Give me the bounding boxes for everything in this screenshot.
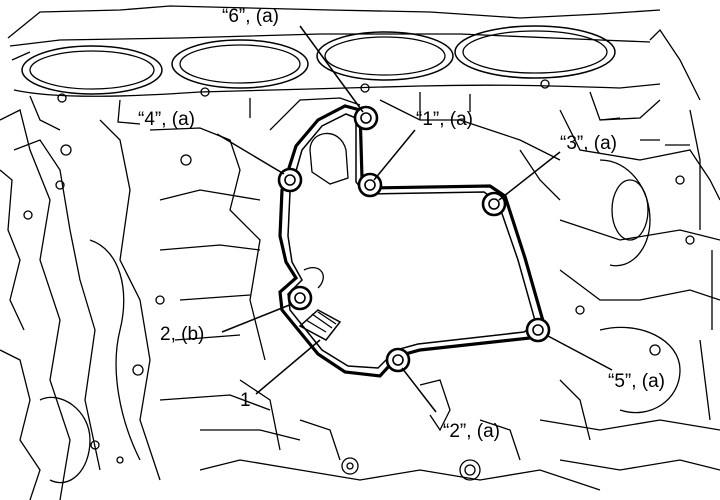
- bolt-2: [385, 347, 411, 373]
- engine-block-outline: [0, 5, 720, 500]
- bolt-5: [525, 317, 551, 343]
- leader-lines: [216, 25, 613, 413]
- bolt-6: [353, 105, 379, 131]
- label-bolt3: “3”, (a): [560, 133, 617, 154]
- leader-bolt4: [216, 133, 285, 175]
- label-bolt-b: 2, (b): [160, 324, 204, 345]
- label-bolt1: “1”, (a): [416, 109, 473, 130]
- bolt-1: [357, 172, 383, 198]
- leader-bolt1: [373, 129, 416, 181]
- callout-labels: “6”, (a) “4”, (a) “1”, (a) “3”, (a) “5”,…: [138, 6, 665, 442]
- label-bolt2: “2”, (a): [443, 421, 500, 442]
- label-bolt4: “4”, (a): [138, 109, 195, 130]
- label-bolt6: “6”, (a): [222, 6, 279, 27]
- cover-gasket: [278, 104, 547, 378]
- leader-bolt6: [299, 25, 364, 113]
- leader-bolt5: [547, 335, 613, 371]
- label-part1: 1: [240, 390, 251, 411]
- label-bolt5: “5”, (a): [608, 371, 665, 392]
- bolt-b: [287, 285, 313, 311]
- bolt-3: [481, 191, 507, 217]
- leader-part1: [255, 339, 321, 395]
- leader-bolt2: [401, 367, 437, 413]
- bolt-4: [277, 167, 303, 193]
- leader-bolt3: [498, 151, 561, 201]
- leader-bolt-b: [221, 303, 293, 333]
